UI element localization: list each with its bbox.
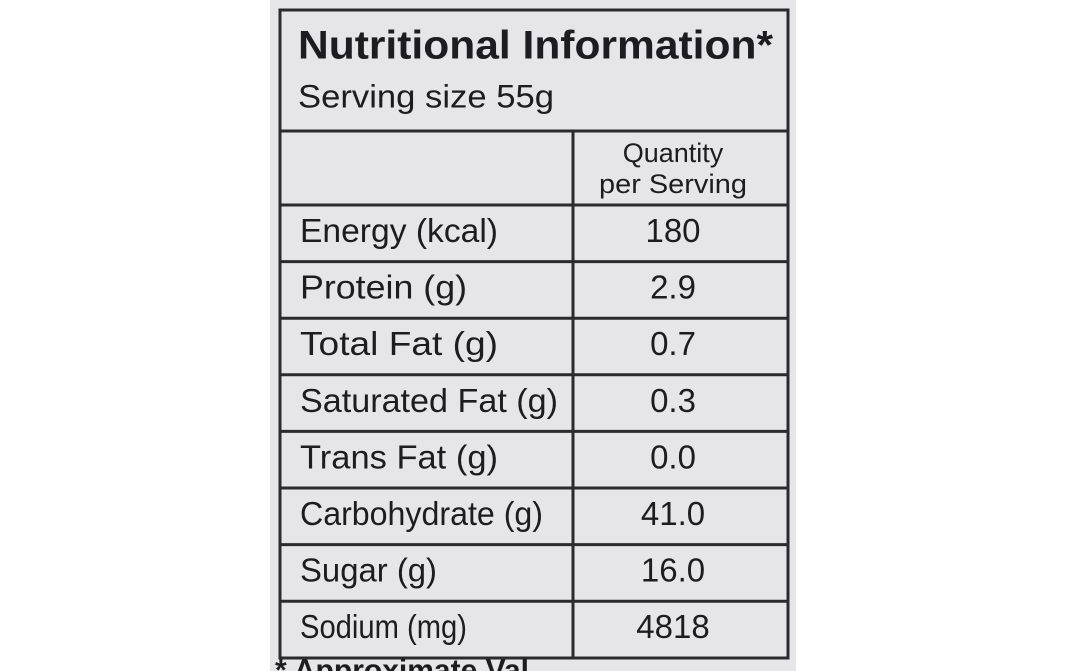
nutrient-value: 16.0 — [641, 552, 705, 589]
column-header: Quantity — [623, 138, 724, 168]
nutrient-label: Carbohydrate (g) — [300, 495, 543, 532]
label-background — [270, 0, 796, 671]
column-header: per Serving — [599, 169, 747, 199]
nutrient-value: 2.9 — [650, 269, 696, 306]
nutrient-value: 180 — [645, 212, 700, 249]
nutrient-value: 0.7 — [650, 325, 696, 362]
nutrient-label: Saturated Fat (g) — [300, 382, 558, 419]
serving-size: Serving size 55g — [298, 78, 554, 114]
nutrient-label: Protein (g) — [300, 269, 467, 306]
nutrient-value: 0.3 — [650, 382, 696, 419]
table-rows: Energy (kcal) 180 Protein (g) 2.9 Total Fat … — [280, 203, 788, 645]
table-border — [278, 8, 790, 660]
footnote: * Approximate Val — [275, 654, 529, 671]
nutrient-value: 0.0 — [650, 438, 696, 475]
nutrient-label: Trans Fat (g) — [300, 438, 498, 475]
nutrient-label: Energy (kcal) — [300, 212, 498, 249]
nutrient-label: Total Fat (g) — [300, 325, 498, 362]
nutrient-label: Sodium (mg) — [300, 608, 467, 645]
nutrient-value: 41.0 — [641, 495, 705, 532]
nutrient-value: 4818 — [636, 608, 709, 645]
title: Nutritional Information* — [298, 24, 773, 68]
nutrient-label: Sugar (g) — [300, 552, 437, 589]
